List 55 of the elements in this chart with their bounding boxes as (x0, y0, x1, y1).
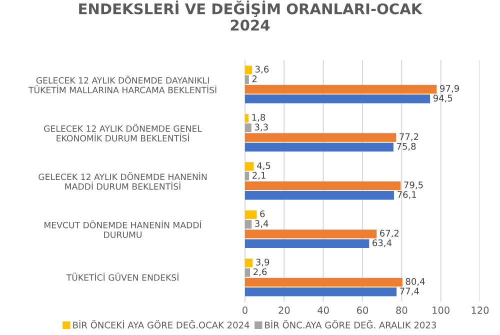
data-label: 3,9 (256, 258, 270, 266)
x-tick-label: 120 (472, 306, 489, 314)
data-label: 67,2 (380, 230, 399, 238)
data-label: 2,6 (254, 268, 267, 276)
x-tick-label: 100 (432, 306, 450, 314)
bar (245, 230, 377, 238)
x-tick-label: 80 (396, 306, 408, 314)
data-label: 3,3 (254, 124, 268, 132)
data-label: 97,9 (440, 85, 459, 93)
bar (245, 84, 437, 94)
data-label: 4,5 (257, 162, 270, 170)
bar (245, 114, 249, 123)
data-label: 63,4 (372, 239, 392, 248)
data-label: 1,8 (252, 114, 266, 122)
data-label: 6 (260, 210, 265, 218)
bar (245, 258, 253, 268)
bar (245, 239, 370, 248)
bar (245, 123, 252, 132)
x-tick-label: 40 (318, 306, 329, 314)
x-tick-label: 0 (242, 306, 248, 314)
data-label: 79,5 (404, 182, 423, 190)
bar (245, 172, 250, 180)
data-label: 2,1 (252, 172, 266, 180)
bar (245, 66, 252, 74)
y-tick-label: GELECEK 12 AYLIK DÖNEMDE DAYANIKLI TÜKETİM MALLARINA HARCAMA BEKLENTİSİ (28, 76, 216, 94)
bar (245, 181, 401, 190)
data-label: 2 (252, 75, 257, 82)
bar (245, 162, 254, 171)
bar (245, 220, 252, 229)
bar (245, 191, 394, 200)
bar (245, 288, 397, 296)
data-label: 77,4 (400, 288, 419, 296)
x-tick-label: 20 (278, 306, 290, 314)
y-tick-label: GELECEK 12 AYLIK DÖNEMDE GENEL EKONOMİK DURUM BEKLENTİSİ (44, 124, 202, 142)
x-tick-label: 60 (356, 306, 368, 314)
bar (245, 75, 249, 84)
data-label: 80,4 (406, 278, 425, 286)
data-label: 77,2 (400, 133, 418, 142)
y-tick-label: TÜKETİCİ GÜVEN ENDEKSİ (66, 272, 178, 281)
data-label: 3,6 (256, 66, 269, 74)
bar (245, 210, 257, 220)
bar (245, 268, 250, 277)
bar (245, 133, 396, 142)
data-label: 76,1 (398, 191, 416, 199)
data-label: 75,8 (396, 142, 416, 151)
y-tick-label: GELECEK 12 AYLIK DÖNEMDE HANENİN MADDİ DURUM BEKLENTİSİ (38, 172, 207, 190)
bar (245, 142, 394, 152)
bar (245, 278, 402, 287)
y-tick-label: MEVCUT DÖNEMDE HANENİN MADDİ DURUMU (44, 220, 201, 238)
data-label: 3,4 (255, 220, 268, 228)
legend-label: BİR ÖNC.AYA GÖRE DEĞ. ARALIK 2023 (265, 320, 436, 328)
legend-label: BİR ÖNCEKİ AYA GÖRE DEĞ.OCAK 2024 (73, 320, 250, 328)
data-label: 94,5 (433, 94, 452, 102)
bar (245, 94, 430, 104)
chart-title: ENDEKSLERİ VE DEĞİŞİM ORANLARI-OCAK 2024 (79, 0, 423, 31)
